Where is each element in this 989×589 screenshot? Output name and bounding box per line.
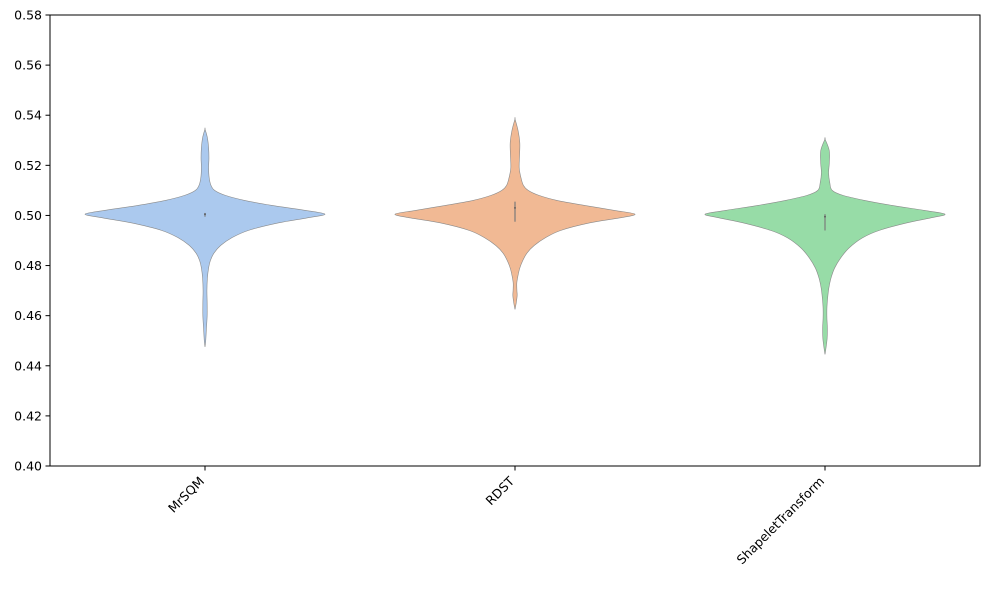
violin-shapelettransform [704, 137, 946, 355]
y-tick-label: 0.54 [14, 108, 42, 123]
y-tick-label: 0.40 [14, 459, 42, 474]
y-tick-label: 0.50 [14, 208, 42, 223]
y-tick-label: 0.42 [14, 408, 42, 423]
violin-median-marker [514, 207, 516, 209]
violin-median-marker [204, 213, 206, 216]
y-tick-label: 0.58 [14, 8, 42, 23]
y-tick-label: 0.52 [14, 158, 42, 173]
y-tick-label: 0.48 [14, 258, 42, 273]
x-tick-label: RDST [483, 473, 518, 508]
y-tick-label: 0.56 [14, 58, 42, 73]
violin-median-marker [824, 215, 826, 218]
plot-frame [49, 14, 981, 467]
x-tick-label: ShapeletTransform [734, 474, 828, 568]
x-axis: MrSQM RDST ShapeletTransform [165, 466, 827, 567]
y-tick-label: 0.46 [14, 308, 42, 323]
violins [84, 117, 946, 355]
x-tick-label: MrSQM [165, 474, 207, 516]
y-axis: 0.40 0.42 0.44 0.46 0.48 0.50 0.52 0.54 0.56 0.58 [14, 8, 50, 474]
violin-mrsqm [84, 127, 326, 348]
y-tick-label: 0.44 [14, 358, 42, 373]
